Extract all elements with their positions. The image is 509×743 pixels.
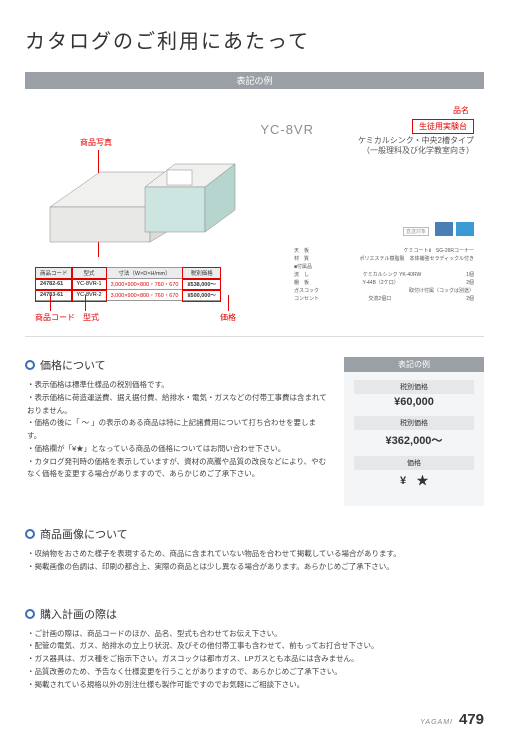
callout-code: 商品コード	[35, 312, 75, 323]
th-model: 型式	[72, 268, 106, 279]
sidebox-title: 表記の例	[344, 357, 484, 372]
diagram-area: 品名 生徒用実験台 YC-8VR ケミカルシンク・中央2槽タイプ （一般理科及び…	[25, 97, 484, 337]
callout-line	[228, 295, 229, 311]
page-title: カタログのご利用にあたって	[25, 25, 484, 54]
bullet-icon	[25, 609, 35, 619]
category-box: 生徒用実験台	[412, 119, 474, 134]
product-name-label: 品名	[453, 105, 469, 116]
price-label: 価格	[354, 456, 474, 470]
section-image-body: ・収納物をおさめた様子を表現するため、商品に含まれていない物品を合わせて掲載して…	[25, 548, 484, 574]
subtitle-2: （一般理科及び化学教室向き）	[362, 145, 474, 156]
bullet-icon	[25, 360, 35, 370]
th-price: 税別価格	[183, 268, 220, 279]
th-size: 寸法（W×D×H/mm）	[106, 268, 183, 279]
bullet-icon	[25, 529, 35, 539]
heading-plan: 購入計画の際は	[25, 606, 484, 622]
photo-label: 商品写真	[80, 137, 112, 148]
td: YC-8VR-1	[72, 279, 106, 290]
callout-line	[85, 295, 86, 311]
footer-logo: YAGAMI	[420, 719, 453, 726]
truck-icon	[435, 222, 453, 236]
price-label: 税別価格	[354, 416, 474, 430]
td: 24782-61	[36, 279, 73, 290]
section-plan-body: ・ご計画の際は、商品コードのほか、品名、型式も合わせてお伝え下さい。 ・配管の電…	[25, 628, 484, 692]
price-value: ¥60,000	[354, 396, 474, 408]
callout-price: 価格	[220, 312, 236, 323]
section-price-body: ・表示価格は標準仕様品の税別価格です。 ・表示価格に荷造運送費、据え据付費、給排…	[25, 379, 329, 481]
drill-icon	[456, 222, 474, 236]
td: 3,000×900×800・760・670	[106, 279, 183, 290]
heading-price: 価格について	[25, 357, 329, 373]
model-number: YC-8VR	[260, 122, 314, 137]
product-image	[45, 152, 245, 252]
product-table: 商品コード 型式 寸法（W×D×H/mm） 税別価格 24782-61 YC-8…	[35, 267, 221, 301]
spec-icons	[435, 222, 474, 236]
td: 24783-61	[36, 290, 73, 301]
callout-model: 型式	[83, 312, 99, 323]
td: ¥538,000～	[183, 279, 220, 290]
td: 3,000×900×800・760・670	[106, 290, 183, 301]
callout-labels: 商品コード 型式	[35, 312, 99, 323]
callout-line	[50, 295, 51, 311]
sidebox: 表記の例 税別価格 ¥60,000 税別価格 ¥362,000～ 価格 ¥ ★	[344, 357, 484, 506]
price-label: 税別価格	[354, 380, 474, 394]
td: ¥500,000～	[183, 290, 220, 301]
th-code: 商品コード	[36, 268, 73, 279]
heading-image: 商品画像について	[25, 526, 484, 542]
shipping-badge: 直送対象	[403, 227, 429, 236]
td: YC-8VR-2	[72, 290, 106, 301]
price-value: ¥ ★	[354, 472, 474, 488]
spec-list: 天 板ケミコートⅡ SG-26Rコーナー 材 質ポリエステル樹脂製 本体補強セラ…	[294, 247, 474, 303]
price-value: ¥362,000～	[354, 432, 474, 448]
example-bar: 表記の例	[25, 72, 484, 89]
